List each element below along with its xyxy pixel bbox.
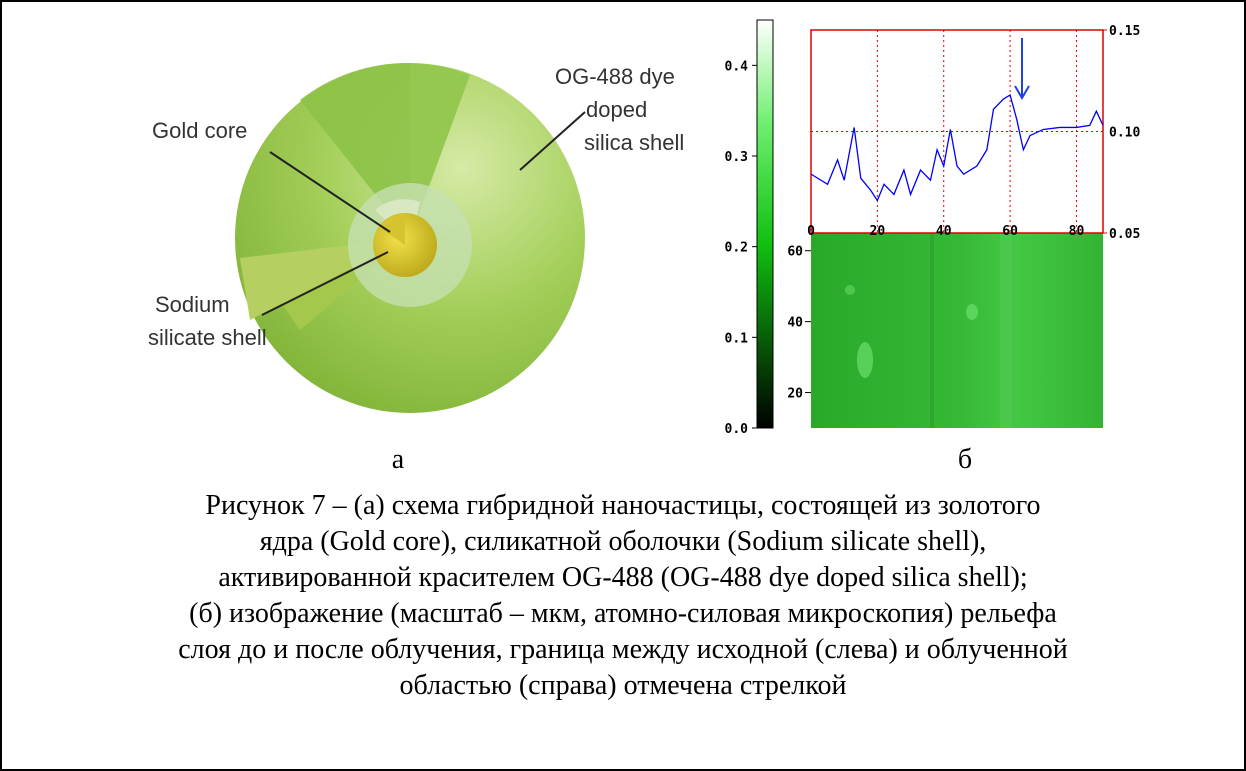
colorbar-tick-label: 0.3 [725,150,748,165]
caption-line: ядра (Gold core), силикатной оболочки (S… [260,526,987,557]
colorbar [757,20,773,428]
afm-image [811,233,1103,428]
label-dye-shell: doped [586,97,647,122]
y-tick-label: 0.10 [1109,126,1140,141]
x-tick-label: 40 [936,224,952,239]
caption-line: областью (справа) отмечена стрелкой [400,670,847,701]
colorbar-tick-label: 0.2 [725,241,748,256]
panel-caption: а [392,444,405,475]
caption-line: слоя до и после облучения, граница между… [178,634,1068,665]
x-tick-label: 0 [807,224,815,239]
colorbar-tick-label: 0.1 [725,331,749,346]
y-tick-label: 0.15 [1109,24,1140,39]
nanoparticle-diagram [235,63,585,413]
x-tick-label: 80 [1069,224,1085,239]
image-tick-label: 20 [787,387,803,402]
y-tick-label: 0.05 [1109,227,1140,242]
image-tick-label: 60 [787,245,803,260]
panel-caption: б [958,444,972,475]
image-tick-label: 40 [787,316,803,331]
x-tick-label: 60 [1002,224,1018,239]
page: Gold core OG-488 dye doped silica shell … [0,0,1246,771]
label-gold-core: Gold core [152,118,247,143]
caption-line: активированной красителем OG-488 (OG-488… [218,562,1027,593]
label-dye-shell: OG-488 dye [555,64,675,89]
colorbar-tick-label: 0.4 [725,59,749,74]
colorbar-tick-label: 0.0 [725,422,749,437]
label-sodium-shell: Sodium [155,292,230,317]
x-tick-label: 20 [870,224,886,239]
caption-line: Рисунок 7 – (а) схема гибридной наночаст… [205,490,1040,521]
label-sodium-shell: silicate shell [148,325,267,350]
label-dye-shell: silica shell [584,130,684,155]
caption-line: (б) изображение (масштаб – мкм, атомно-с… [189,598,1057,629]
